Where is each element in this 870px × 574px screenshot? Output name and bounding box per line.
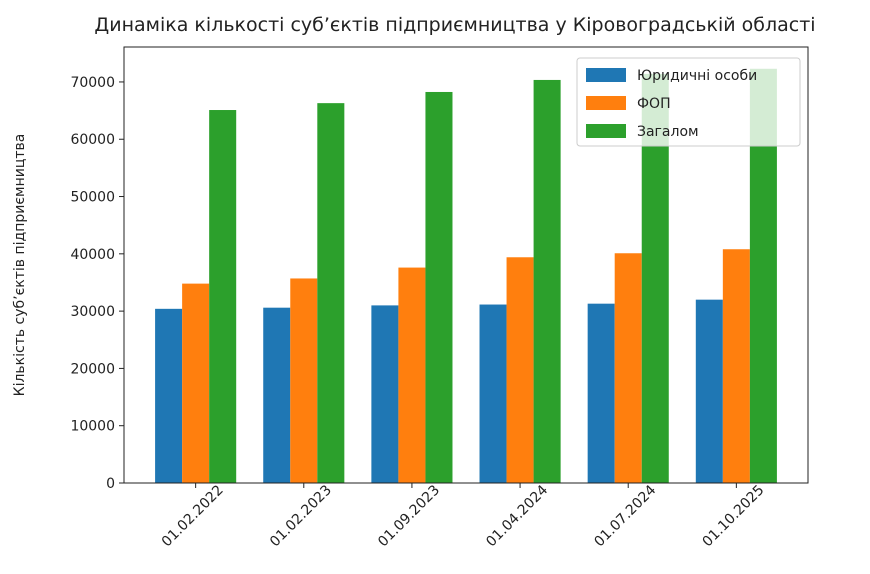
x-tick-label: 01.02.2022: [159, 482, 227, 550]
bar: [290, 278, 318, 483]
bar: [155, 308, 183, 483]
legend-box: [576, 57, 801, 147]
bar: [506, 257, 534, 483]
legend-label: Юридичні особи: [637, 68, 757, 84]
bar: [263, 307, 291, 483]
bar: [479, 304, 507, 483]
legend: Юридичні особи ФОП Загалом: [576, 57, 801, 147]
bar: [722, 249, 750, 483]
legend-label: ФОП: [637, 96, 671, 112]
bar: [533, 79, 561, 484]
x-tick-label: 01.04.2024: [483, 482, 551, 550]
y-tick-label: 50000: [70, 190, 115, 206]
bar: [587, 303, 615, 483]
bar: [695, 299, 723, 483]
bar: [425, 91, 453, 483]
y-axis-label: Кількість суб’єктів підприємництва: [12, 134, 28, 397]
y-tick-label: 60000: [70, 132, 115, 148]
bar: [371, 305, 399, 483]
y-tick-label: 40000: [70, 247, 115, 263]
bar: [398, 267, 426, 483]
bar: [317, 103, 345, 484]
x-tick-label: 01.09.2023: [375, 482, 443, 550]
legend-swatch: [586, 68, 626, 82]
bar: [182, 283, 210, 483]
legend-label: Загалом: [637, 124, 699, 140]
y-tick-label: 70000: [70, 75, 115, 91]
y-tick-label: 20000: [70, 361, 115, 377]
y-tick-label: 10000: [70, 419, 115, 435]
y-tick-label: 0: [106, 476, 115, 492]
x-tick-label: 01.02.2023: [267, 482, 335, 550]
bar: [614, 253, 642, 483]
legend-swatch: [586, 124, 626, 138]
plot-frame: [123, 46, 809, 484]
chart-title: Динаміка кількості суб’єктів підприємниц…: [94, 14, 815, 36]
y-tick-label: 30000: [70, 304, 115, 320]
bar: [209, 110, 237, 483]
legend-swatch: [586, 96, 626, 110]
x-tick-label: 01.10.2025: [700, 482, 768, 550]
x-tick-label: 01.07.2024: [591, 482, 659, 550]
